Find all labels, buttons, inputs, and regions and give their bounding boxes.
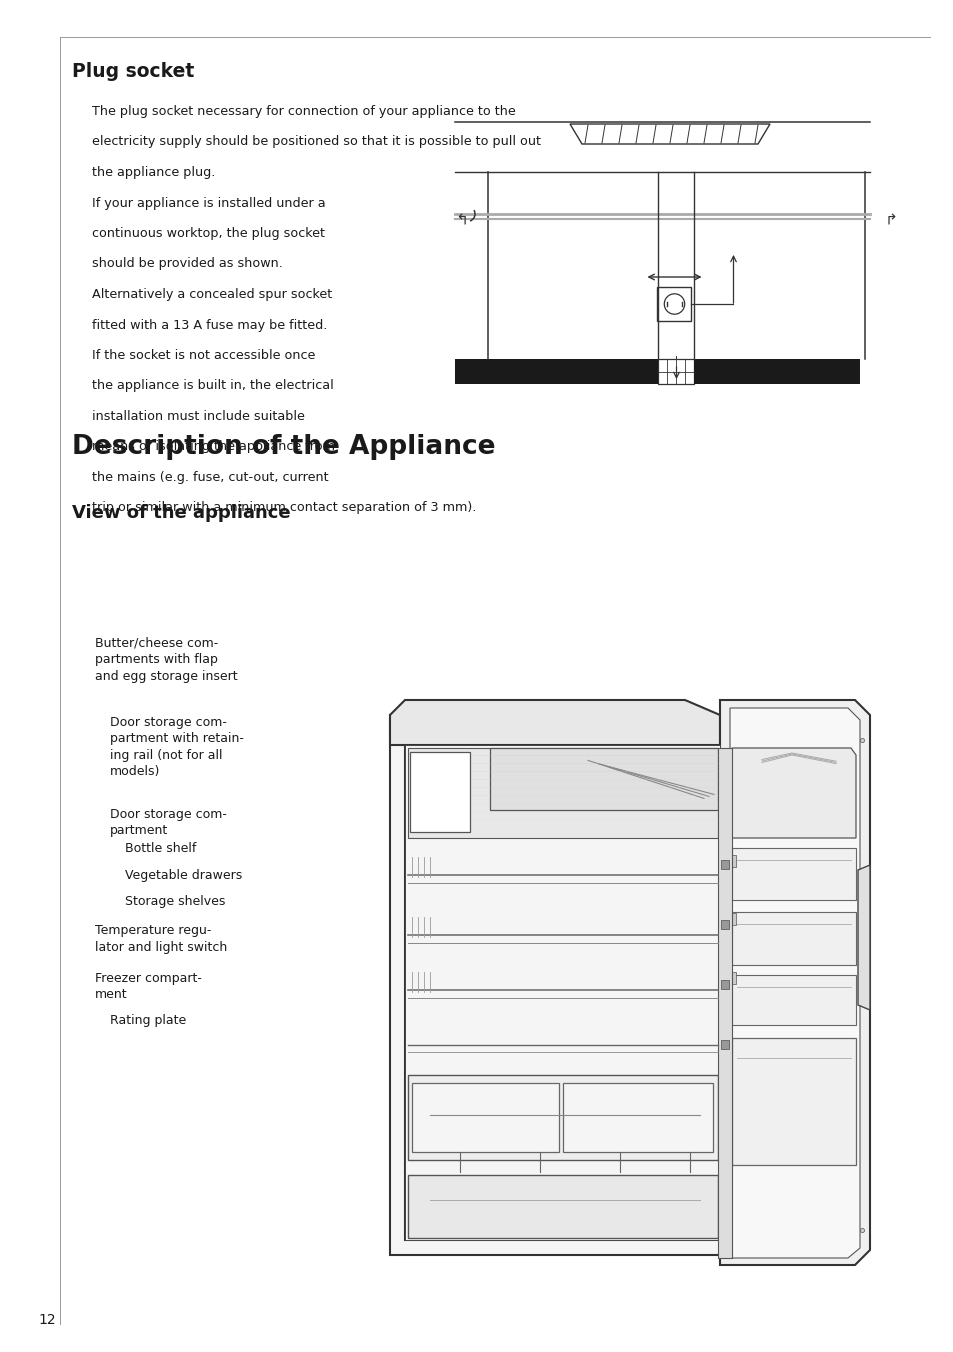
Text: continuous worktop, the plug socket: continuous worktop, the plug socket (91, 227, 325, 241)
Text: Door storage com-
partment with retain-
ing rail (not for all
models): Door storage com- partment with retain- … (110, 717, 244, 779)
Bar (720, 919, 728, 929)
Text: ↲: ↲ (880, 208, 892, 223)
Text: View of the appliance: View of the appliance (71, 504, 291, 522)
Bar (721, 854, 735, 867)
Text: If the socket is not accessible once: If the socket is not accessible once (91, 349, 315, 362)
Polygon shape (490, 748, 718, 810)
Text: fitted with a 13 A fuse may be fitted.: fitted with a 13 A fuse may be fitted. (91, 319, 327, 331)
Bar (455, 360, 658, 384)
Polygon shape (731, 913, 855, 965)
Text: If your appliance is installed under a: If your appliance is installed under a (91, 196, 325, 210)
Polygon shape (718, 748, 731, 1257)
Polygon shape (720, 700, 869, 1265)
Polygon shape (408, 748, 718, 838)
Bar (720, 980, 728, 990)
Text: The plug socket necessary for connection of your appliance to the: The plug socket necessary for connection… (91, 105, 516, 118)
Bar (657, 287, 691, 320)
Text: Bottle shelf: Bottle shelf (125, 842, 196, 854)
Polygon shape (731, 1038, 855, 1165)
Text: Storage shelves: Storage shelves (125, 895, 225, 909)
Bar (720, 860, 728, 869)
Text: Description of the Appliance: Description of the Appliance (71, 434, 495, 460)
Bar (720, 1040, 728, 1049)
Bar (658, 360, 694, 384)
Polygon shape (390, 715, 720, 1255)
Polygon shape (408, 1175, 718, 1238)
Bar (721, 972, 735, 984)
Polygon shape (405, 745, 720, 1240)
Text: electricity supply should be positioned so that it is possible to pull out: electricity supply should be positioned … (91, 135, 540, 149)
Text: trip or similar with a minimum contact separation of 3 mm).: trip or similar with a minimum contact s… (91, 502, 476, 515)
Text: ↳: ↳ (449, 208, 462, 223)
Text: installation must include suitable: installation must include suitable (91, 410, 305, 423)
Bar (721, 913, 735, 925)
Text: the appliance is built in, the electrical: the appliance is built in, the electrica… (91, 380, 334, 392)
Polygon shape (857, 865, 869, 1010)
Polygon shape (390, 700, 720, 745)
Text: Vegetable drawers: Vegetable drawers (125, 869, 242, 882)
Bar (694, 360, 859, 384)
Polygon shape (562, 1083, 712, 1152)
Text: means of isolating the appliance from: means of isolating the appliance from (91, 441, 335, 453)
Text: 12: 12 (38, 1313, 55, 1328)
Polygon shape (412, 1083, 558, 1152)
Polygon shape (731, 975, 855, 1025)
Text: Plug socket: Plug socket (71, 62, 194, 81)
Text: Freezer compart-
ment: Freezer compart- ment (95, 972, 202, 1002)
Polygon shape (410, 752, 470, 831)
Polygon shape (731, 848, 855, 900)
Text: Temperature regu-
lator and light switch: Temperature regu- lator and light switch (95, 923, 227, 953)
Text: the mains (e.g. fuse, cut-out, current: the mains (e.g. fuse, cut-out, current (91, 470, 328, 484)
Text: Alternatively a concealed spur socket: Alternatively a concealed spur socket (91, 288, 332, 301)
Text: should be provided as shown.: should be provided as shown. (91, 257, 283, 270)
Text: Rating plate: Rating plate (110, 1014, 186, 1028)
Polygon shape (729, 708, 859, 1257)
Text: the appliance plug.: the appliance plug. (91, 166, 215, 178)
Text: Butter/cheese com-
partments with flap
and egg storage insert: Butter/cheese com- partments with flap a… (95, 637, 237, 683)
Polygon shape (731, 748, 855, 838)
Polygon shape (408, 1075, 718, 1160)
Text: Door storage com-
partment: Door storage com- partment (110, 808, 227, 837)
